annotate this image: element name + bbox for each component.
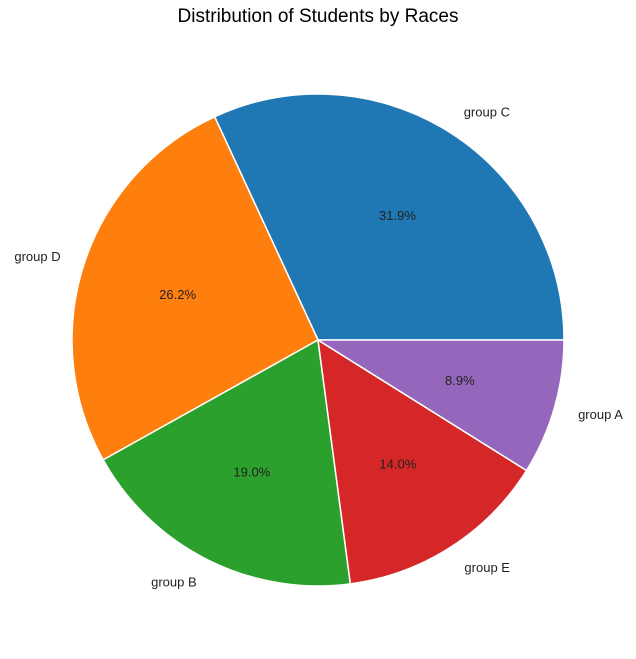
pie-percent-label: 8.9% bbox=[445, 373, 475, 388]
pie-category-label: group B bbox=[151, 574, 197, 589]
pie-percent-label: 14.0% bbox=[379, 457, 416, 472]
pie-percent-label: 26.2% bbox=[159, 287, 196, 302]
chart-title: Distribution of Students by Races bbox=[177, 6, 459, 27]
pie-percent-label: 31.9% bbox=[379, 208, 416, 223]
pie-labels: 31.9% group C 26.2% group D 19.0% group B 14.0… bbox=[14, 104, 623, 589]
pie-slices bbox=[71, 93, 565, 587]
pie-category-label: group E bbox=[464, 560, 510, 575]
pie-slice-group-b bbox=[102, 339, 352, 587]
pie-slice-group-e bbox=[317, 339, 528, 585]
pie-percent-label: 19.0% bbox=[233, 464, 270, 479]
pie-slice-group-c bbox=[213, 93, 565, 341]
pie-slice-group-a bbox=[317, 339, 565, 472]
pie-category-label: group A bbox=[578, 407, 623, 422]
pie-category-label: group C bbox=[464, 104, 510, 119]
pie-category-label: group D bbox=[14, 249, 60, 264]
